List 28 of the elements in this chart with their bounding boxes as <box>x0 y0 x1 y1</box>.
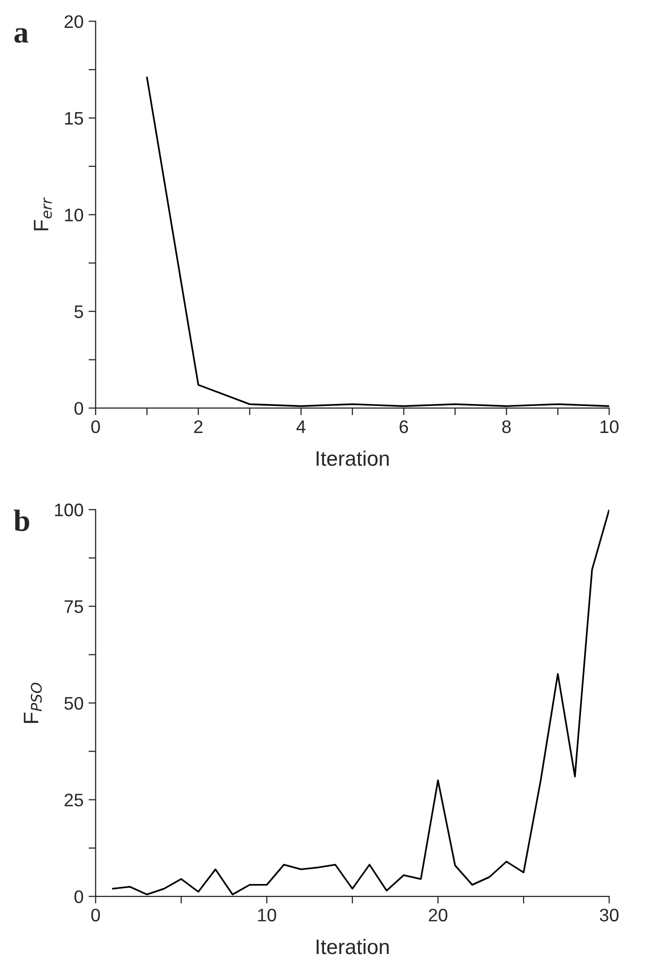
y-tick-label: 100 <box>55 504 84 516</box>
x-tick-label: 30 <box>600 908 619 922</box>
x-axis-title: Iteration <box>316 938 389 954</box>
y-tick-label: 0 <box>74 402 84 415</box>
x-tick-label: 0 <box>91 420 100 434</box>
x-tick-label: 2 <box>194 420 202 433</box>
y-tick-label: 50 <box>64 696 84 710</box>
x-tick-label: 8 <box>502 420 511 434</box>
line-series <box>112 510 610 896</box>
x-tick-label: 10 <box>600 420 619 434</box>
x-tick-label: 0 <box>91 908 100 922</box>
y-tick-label: 5 <box>74 305 84 318</box>
y-tick-label: 20 <box>64 15 84 28</box>
line-series <box>146 76 610 407</box>
chart-title: b <box>14 510 30 532</box>
y-tick-label: 10 <box>65 208 84 222</box>
y-tick-label: 75 <box>64 600 84 614</box>
x-tick-label: 6 <box>400 420 408 434</box>
y-tick-label: 25 <box>64 794 84 806</box>
y-axis-title: F$_{err}$ <box>34 197 52 230</box>
x-tick-label: 10 <box>258 908 276 922</box>
chart-title: a <box>14 28 28 43</box>
x-axis-title: Iteration <box>316 450 389 466</box>
x-tick-label: 4 <box>296 420 306 433</box>
x-tick-label: 20 <box>428 908 448 922</box>
y-tick-label: 15 <box>65 112 84 125</box>
y-tick-label: 0 <box>74 890 84 904</box>
y-axis-title: F$_{PSO}$ <box>24 682 42 723</box>
